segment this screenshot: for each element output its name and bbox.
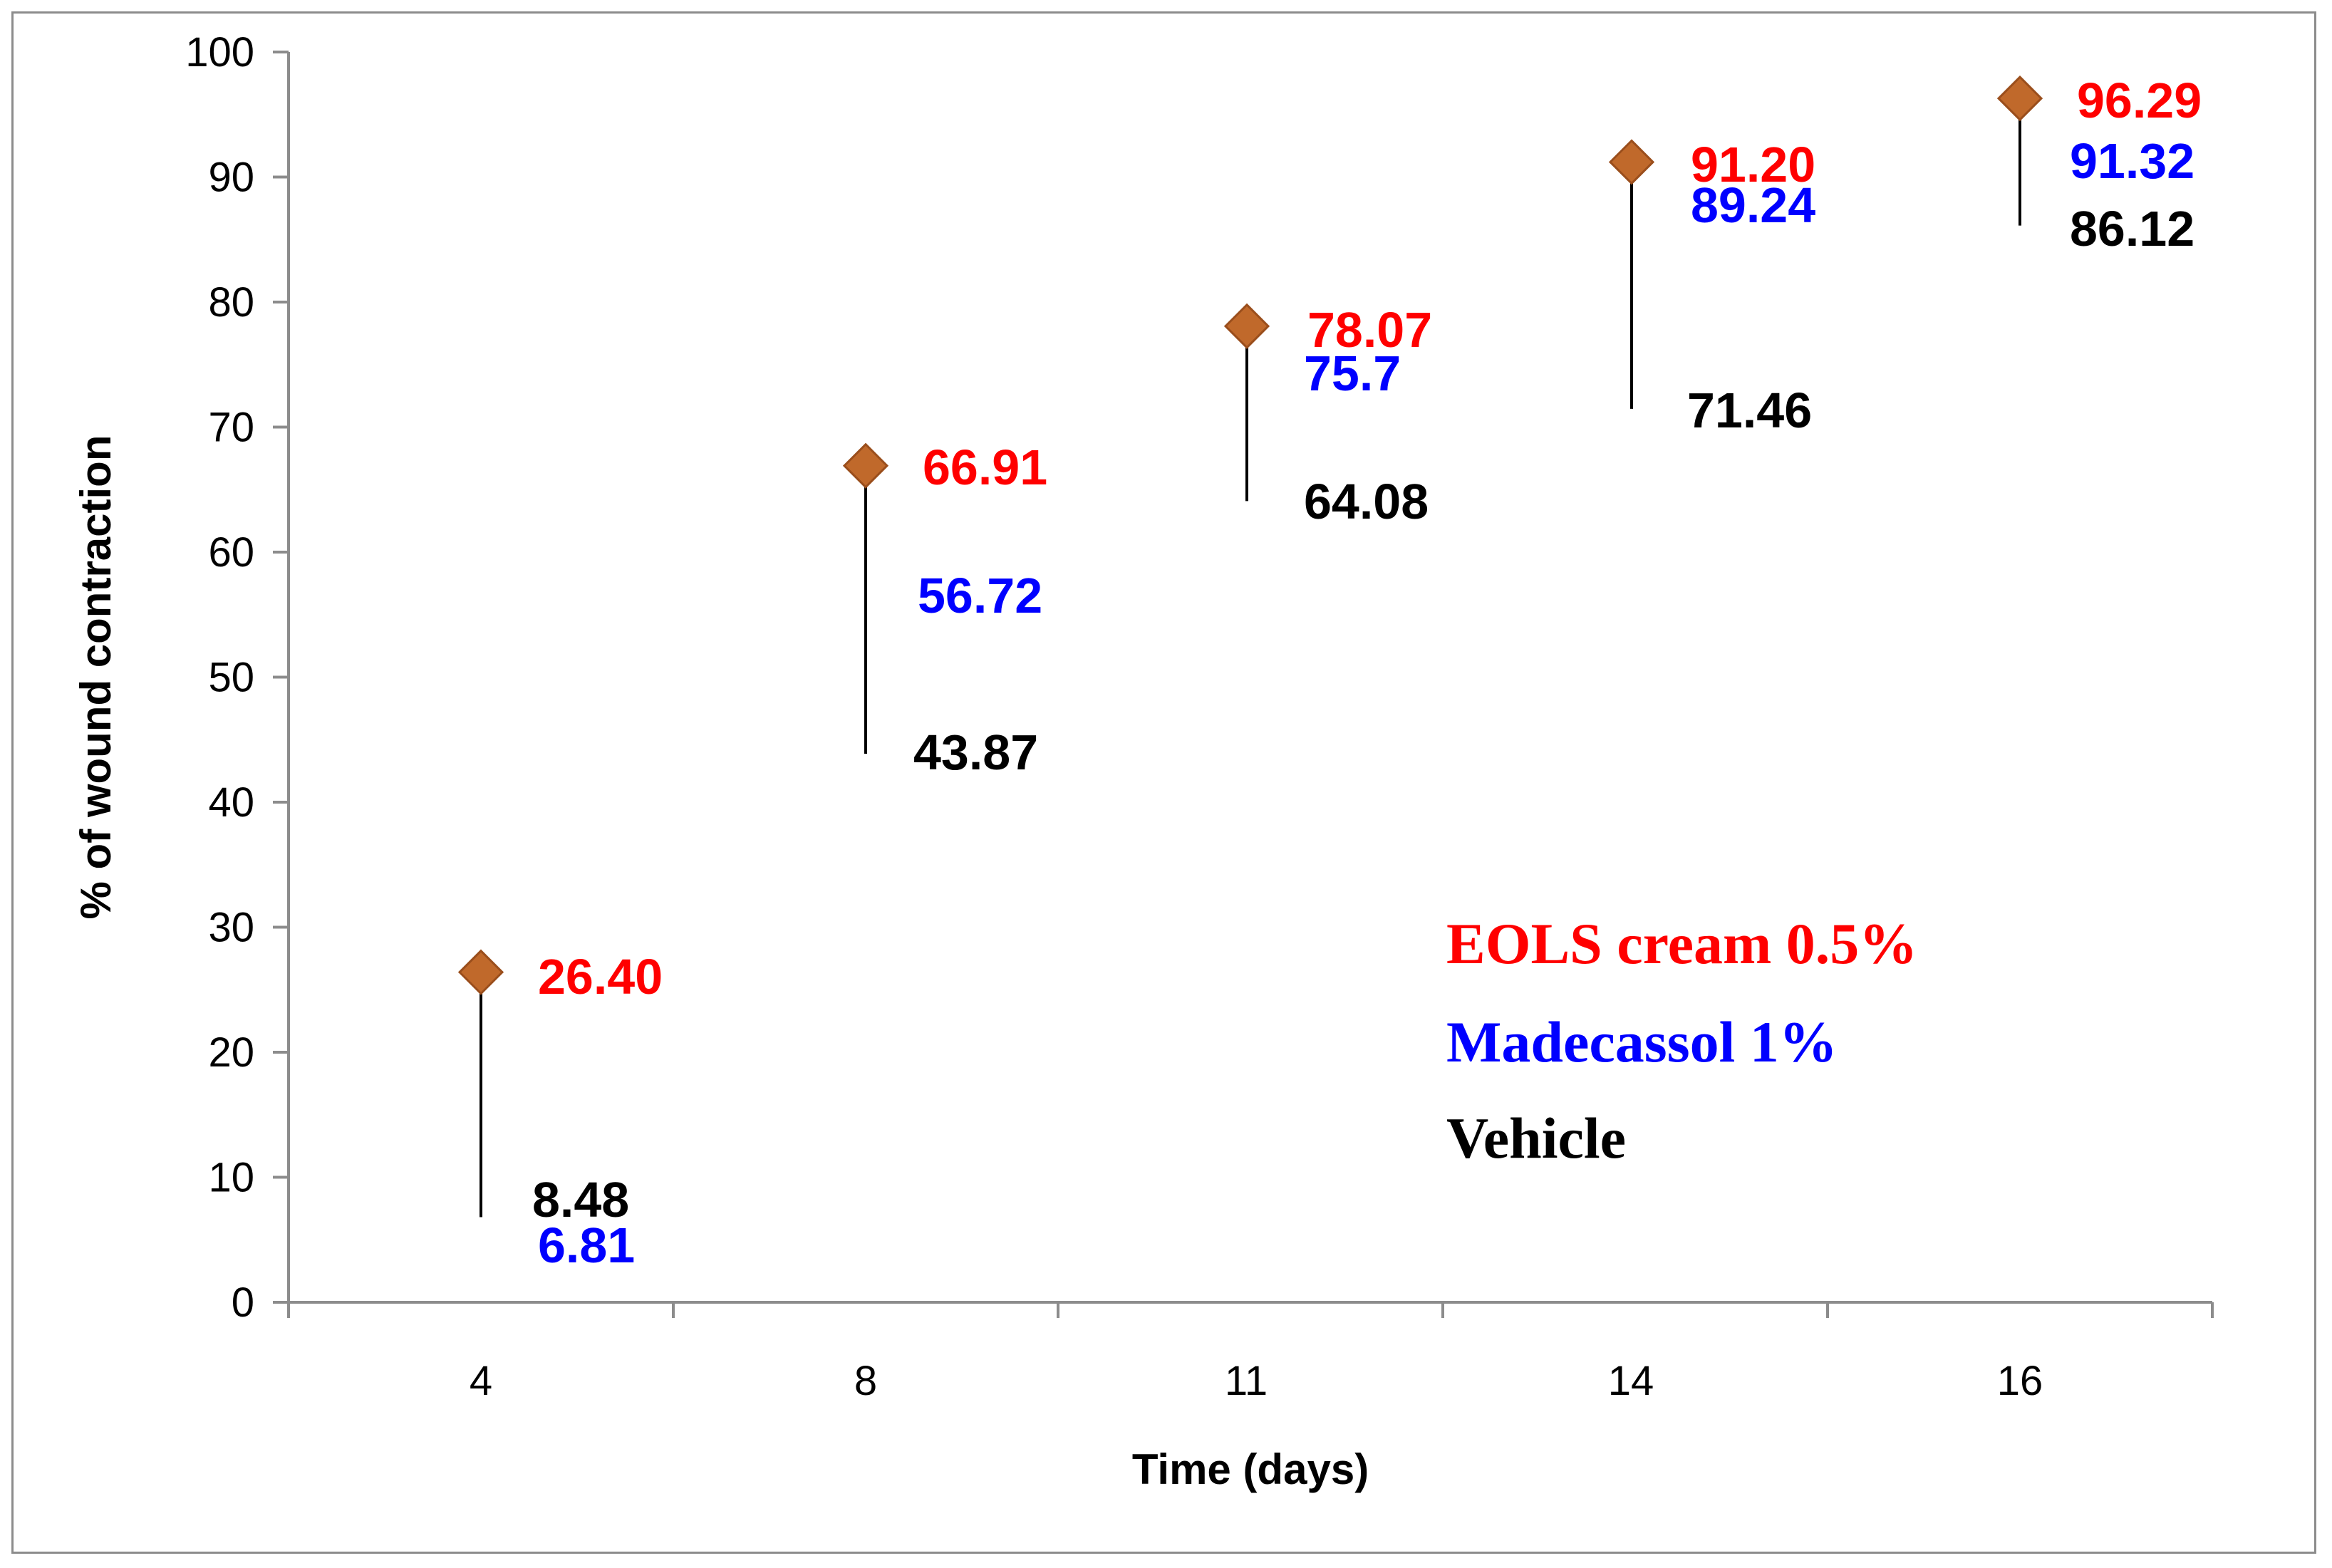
- data-labels: 26.40 66.91 78.07 91.20 96.29 6.81 56.72 75.7 89…: [532, 73, 2202, 1273]
- data-label: 43.87: [913, 725, 1038, 780]
- y-tick-label: 50: [208, 655, 254, 701]
- data-label: 71.46: [1687, 383, 1812, 438]
- data-label: 8.48: [532, 1172, 629, 1227]
- legend-entry: EOLS cream 0.5%: [1446, 911, 1917, 976]
- drop-lines: [480, 98, 2021, 1217]
- y-tick-label: 20: [208, 1029, 254, 1076]
- data-marker: [457, 949, 504, 995]
- data-label: 78.07: [1307, 302, 1432, 358]
- x-axis-title: Time (days): [1132, 1445, 1369, 1493]
- axes: 0 10 20 30 40 50 60 70 80 90 100 4 8 11 14 16: [185, 29, 2214, 1404]
- data-marker: [1608, 139, 1655, 185]
- data-marker: [842, 442, 889, 489]
- data-label: 26.40: [538, 949, 663, 1004]
- y-tick-label: 0: [232, 1279, 254, 1326]
- chart-frame: [11, 11, 2316, 1554]
- legend: EOLS cream 0.5% Madecassol 1% Vehicle: [1446, 911, 1917, 1170]
- data-label: 89.24: [1691, 177, 1815, 233]
- data-label: 56.72: [918, 568, 1042, 623]
- data-marker: [1996, 75, 2043, 122]
- data-label: 96.29: [2077, 73, 2202, 128]
- y-tick-label: 80: [208, 279, 254, 326]
- y-tick-label: 60: [208, 529, 254, 576]
- y-tick-label: 30: [208, 905, 254, 951]
- x-tick-label: 11: [1225, 1358, 1268, 1404]
- y-tick-label: 100: [185, 29, 254, 76]
- y-axis-title: % of wound contraction: [72, 435, 120, 920]
- x-tick-label: 4: [470, 1358, 492, 1404]
- x-tick-label: 8: [854, 1358, 877, 1404]
- data-marker: [1223, 303, 1270, 349]
- data-label: 64.08: [1304, 474, 1429, 529]
- y-tick-label: 70: [208, 405, 254, 451]
- x-tick-label: 16: [1997, 1358, 2043, 1404]
- y-tick-label: 10: [208, 1155, 254, 1201]
- data-label: 91.20: [1691, 137, 1815, 192]
- data-label: 91.32: [2070, 133, 2194, 189]
- x-tick-label: 14: [1608, 1358, 1654, 1404]
- y-tick-label: 90: [208, 155, 254, 201]
- data-label: 75.7: [1304, 346, 1401, 401]
- legend-entry: Vehicle: [1446, 1106, 1626, 1170]
- data-label: 86.12: [2070, 201, 2194, 256]
- legend-entry: Madecassol 1%: [1446, 1009, 1838, 1074]
- y-tick-label: 40: [208, 779, 254, 826]
- data-label: 66.91: [923, 440, 1047, 495]
- markers: [457, 75, 2043, 995]
- data-label: 6.81: [538, 1217, 635, 1273]
